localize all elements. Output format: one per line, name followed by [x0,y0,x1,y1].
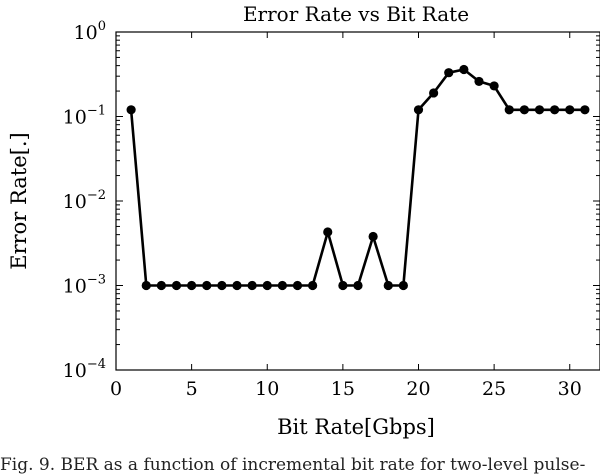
data-point [277,280,287,291]
y-axis: 10−4 10−3 10−2 10−1 100 [63,19,600,382]
data-point [171,280,182,291]
x-tick-label: 25 [482,378,506,400]
data-point [126,105,136,115]
data-point [429,88,439,98]
data-point [338,280,348,291]
data-point [247,280,257,291]
x-tick-label: 20 [406,378,430,400]
data-point [413,105,424,115]
data-point [580,105,590,115]
x-tick-label: 30 [558,378,582,400]
data-point [202,280,212,291]
data-point [489,81,499,91]
data-point [383,280,393,291]
data-point [565,105,575,115]
y-axis-label: Error Rate[.] [7,132,31,270]
data-point [444,68,454,78]
x-tick-label: 10 [255,378,279,400]
data-point [141,280,151,291]
data-point [474,76,484,87]
data-point [156,280,166,291]
x-axis-label: Bit Rate[Gbps] [277,415,435,439]
data-point [217,280,227,291]
data-point [534,105,545,115]
data-point [550,105,560,115]
data-point [187,280,197,291]
y-tick-label: 100 [74,19,106,44]
data-point [504,105,514,115]
chart-title: Error Rate vs Bit Rate [243,2,469,26]
data-point [368,231,378,242]
data-point [292,280,303,291]
series-layer [126,64,590,291]
data-point [308,280,318,291]
plot-frame [115,31,600,371]
data-point [262,280,272,291]
y-tick-label: 10−2 [63,188,106,213]
y-tick-label: 10−4 [63,357,106,382]
data-point [323,227,333,237]
x-axis: 0 5 10 15 20 25 30 [110,32,582,400]
y-tick-label: 10−1 [63,104,106,129]
y-tick-label: 10−3 [63,273,106,298]
data-point [353,280,363,291]
x-tick-label: 0 [110,378,122,400]
data-point [459,64,469,75]
x-tick-label: 15 [331,378,355,400]
data-point [232,280,242,291]
figure-caption: Fig. 9. BER as a function of incremental… [0,455,586,475]
x-tick-label: 5 [186,378,198,400]
series-line [129,68,585,287]
data-point [398,280,408,291]
data-point [519,105,529,115]
